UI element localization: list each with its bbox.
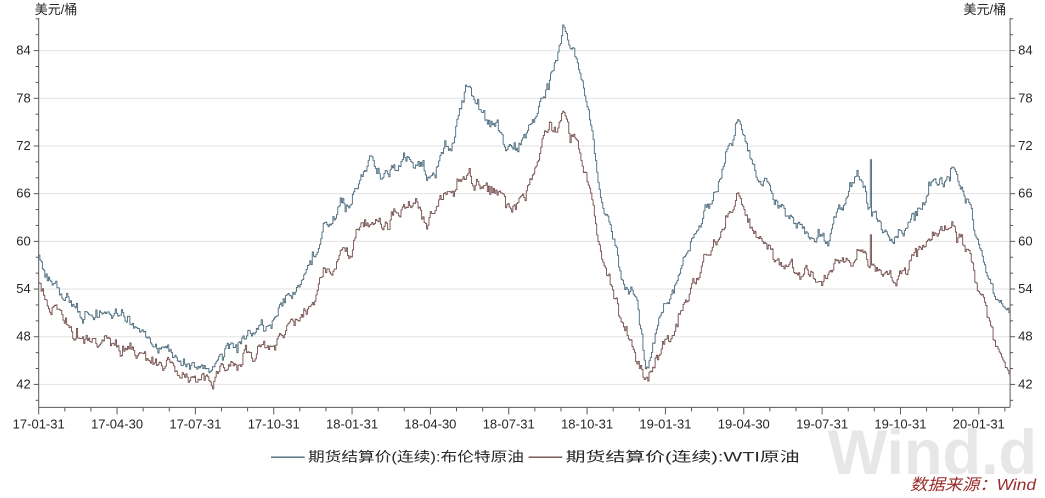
svg-text:18-07-31: 18-07-31 <box>483 416 535 431</box>
svg-text:18-10-31: 18-10-31 <box>561 416 613 431</box>
svg-text:48: 48 <box>16 329 30 344</box>
svg-text:17-04-30: 17-04-30 <box>91 416 143 431</box>
svg-text:72: 72 <box>1018 138 1032 153</box>
svg-text:18-04-30: 18-04-30 <box>404 416 456 431</box>
svg-text:数据来源：Wind: 数据来源：Wind <box>910 476 1037 494</box>
svg-text:期货结算价(连续):布伦特原油: 期货结算价(连续):布伦特原油 <box>308 449 524 465</box>
svg-text:17-07-31: 17-07-31 <box>169 416 221 431</box>
svg-text:54: 54 <box>16 281 30 296</box>
svg-text:78: 78 <box>1018 90 1032 105</box>
svg-text:42: 42 <box>16 376 30 391</box>
svg-text:42: 42 <box>1018 376 1032 391</box>
svg-text:60: 60 <box>16 233 30 248</box>
svg-text:美元/桶: 美元/桶 <box>963 2 1006 17</box>
svg-text:72: 72 <box>16 138 30 153</box>
svg-text:17-01-31: 17-01-31 <box>13 416 65 431</box>
svg-text:84: 84 <box>16 43 30 58</box>
svg-text:66: 66 <box>16 186 30 201</box>
svg-text:期货结算价(连续):WTI原油: 期货结算价(连续):WTI原油 <box>566 449 800 465</box>
svg-text:54: 54 <box>1018 281 1032 296</box>
svg-text:48: 48 <box>1018 329 1032 344</box>
svg-text:17-10-31: 17-10-31 <box>248 416 300 431</box>
svg-text:18-01-31: 18-01-31 <box>326 416 378 431</box>
svg-text:19-04-30: 19-04-30 <box>718 416 770 431</box>
svg-text:美元/桶: 美元/桶 <box>35 2 78 17</box>
svg-text:84: 84 <box>1018 43 1032 58</box>
svg-text:19-01-31: 19-01-31 <box>639 416 691 431</box>
svg-text:78: 78 <box>16 90 30 105</box>
svg-text:60: 60 <box>1018 233 1032 248</box>
svg-text:66: 66 <box>1018 186 1032 201</box>
